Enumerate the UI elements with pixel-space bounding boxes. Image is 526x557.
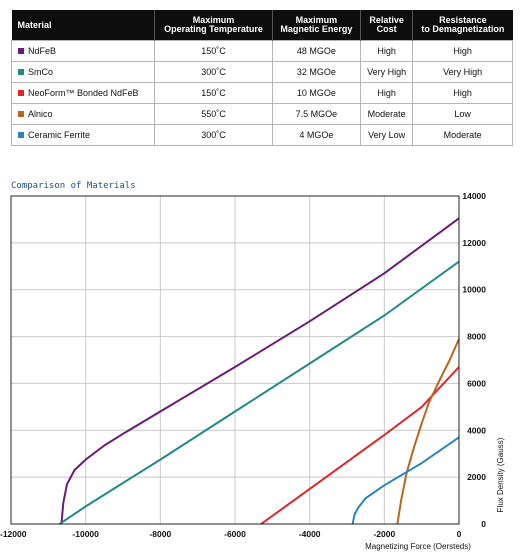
- swatch-icon: [18, 90, 24, 96]
- header-relative-cost: Relative Cost: [360, 10, 414, 41]
- table-row: Ceramic Ferrite 300˚C 4 MGOe Very Low Mo…: [10, 124, 513, 146]
- temp-cell: 300˚C: [154, 124, 273, 146]
- x-tick-label: -8000: [149, 529, 171, 539]
- materials-table: Material Maximum Operating Temperature Ma…: [10, 10, 513, 146]
- y-tick-label: 2000: [467, 472, 486, 482]
- series-line-smco: [58, 260, 460, 525]
- y-tick-label: 14000: [462, 191, 486, 201]
- table-row: Alnico 550˚C 7.5 MGOe Moderate Low: [10, 103, 513, 125]
- material-name: NdFeB: [28, 46, 57, 56]
- material-name: SmCo: [28, 67, 54, 77]
- header-magnetic-energy: Maximum Magnetic Energy: [272, 10, 362, 41]
- x-tick-label: -10000: [72, 529, 99, 539]
- plot-frame: [10, 195, 460, 525]
- swatch-icon: [18, 69, 24, 75]
- material-cell: Ceramic Ferrite: [10, 124, 156, 146]
- chart-title: Comparison of Materials: [11, 181, 136, 191]
- x-tick-label: 0: [457, 529, 462, 539]
- header-operating-temperature: Maximum Operating Temperature: [154, 10, 273, 41]
- header-resistance: Resistance to Demagnetization: [412, 10, 513, 41]
- swatch-icon: [18, 48, 24, 54]
- cost-cell: Very Low: [359, 124, 414, 146]
- x-tick-label: -2000: [373, 529, 395, 539]
- series-line-alnico: [396, 338, 460, 525]
- x-tick-label: -6000: [224, 529, 246, 539]
- table-row: NeoForm™ Bonded NdFeB 150˚C 10 MGOe High…: [10, 82, 513, 104]
- resistance-cell: Moderate: [412, 124, 513, 146]
- y-axis-label: Flux Density (Gauss): [496, 437, 505, 512]
- x-axis-label: Magnetizing Force (Oersteds): [365, 542, 471, 551]
- material-name: Alnico: [28, 109, 53, 119]
- header-material: Material: [11, 10, 156, 41]
- table-row: SmCo 300˚C 32 MGOe Very High Very High: [10, 61, 513, 83]
- cost-cell: High: [359, 40, 414, 62]
- material-name: NeoForm™ Bonded NdFeB: [28, 88, 139, 98]
- y-tick-label: 0: [481, 519, 486, 529]
- series-line-ndfeb: [60, 217, 460, 525]
- table-row: NdFeB 150˚C 48 MGOe High High: [10, 40, 513, 62]
- y-tick-label: 6000: [467, 378, 486, 388]
- swatch-icon: [18, 132, 24, 138]
- table-header-row: Material Maximum Operating Temperature Ma…: [11, 10, 513, 41]
- y-tick-label: 4000: [467, 425, 486, 435]
- series-line-ceramic-ferrite: [351, 436, 460, 525]
- energy-cell: 4 MGOe: [271, 124, 362, 146]
- x-tick-label: -12000: [0, 529, 27, 539]
- material-name: Ceramic Ferrite: [28, 130, 91, 140]
- x-tick-label: -4000: [299, 529, 321, 539]
- y-tick-label: 10000: [462, 285, 486, 295]
- y-tick-label: 8000: [467, 332, 486, 342]
- swatch-icon: [18, 111, 24, 117]
- y-tick-label: 12000: [462, 238, 486, 248]
